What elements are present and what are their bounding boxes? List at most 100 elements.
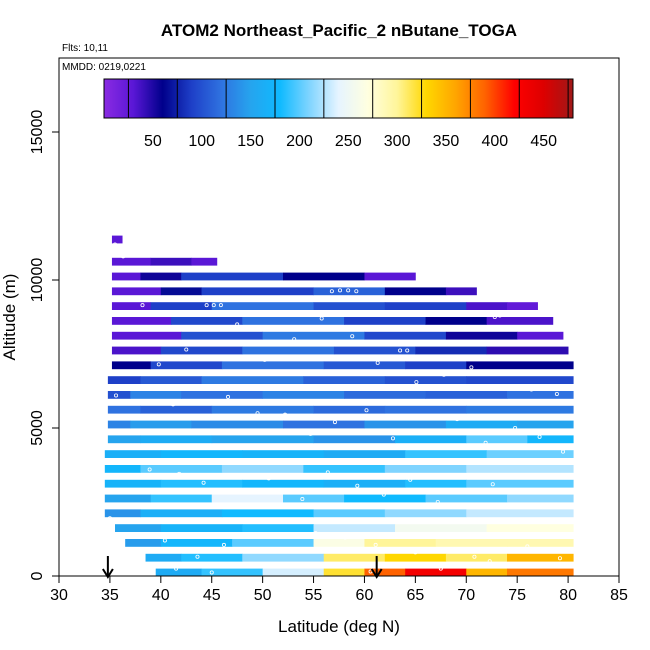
- sample-point: [235, 322, 240, 327]
- heatmap-cell: [111, 331, 182, 340]
- profile-arrow: [102, 556, 114, 579]
- sample-point: [136, 399, 141, 404]
- heatmap-cell: [262, 391, 345, 399]
- sample-points-layer: [106, 242, 566, 575]
- sample-point: [525, 544, 530, 549]
- sample-point: [134, 534, 139, 539]
- heatmap-cell: [262, 331, 365, 340]
- heatmap-cell: [160, 479, 243, 488]
- heatmap-cell: [262, 568, 325, 577]
- colorbar: 50 100 150 200 250 300 350 400 450: [103, 78, 574, 150]
- y-tick-label: 10000: [29, 258, 46, 303]
- sample-point: [354, 289, 359, 294]
- heatmap-cell: [405, 568, 467, 577]
- sample-point: [561, 449, 566, 454]
- heatmap-cell: [160, 287, 202, 296]
- heatmap-cell: [181, 391, 264, 399]
- sample-point: [189, 430, 194, 435]
- sample-point: [438, 566, 443, 571]
- x-tick-label: 45: [203, 587, 221, 604]
- sample-point: [209, 570, 214, 575]
- sample-point: [218, 303, 223, 308]
- heatmap-cell: [323, 361, 406, 370]
- heatmap-cell: [160, 539, 233, 547]
- sample-point: [346, 288, 351, 293]
- sample-point: [435, 499, 440, 504]
- heatmap-cell: [211, 494, 284, 503]
- heatmap-cell: [395, 435, 467, 444]
- heatmap-cell: [242, 450, 325, 458]
- heatmap-cell: [364, 568, 406, 577]
- heatmap-cell: [395, 524, 488, 532]
- sample-point: [177, 471, 182, 476]
- heatmap-cell: [242, 479, 325, 488]
- sample-point: [211, 303, 216, 308]
- heatmap-cell: [125, 539, 162, 547]
- heatmap-cell: [201, 287, 314, 296]
- heatmap-cell: [107, 391, 131, 399]
- sample-point: [557, 556, 562, 561]
- chart-title: ATOM2 Northeast_Pacific_2 nButane_TOGA: [161, 21, 517, 40]
- heatmap-cell: [242, 524, 314, 532]
- sample-point: [140, 303, 145, 308]
- heatmap-cell: [445, 331, 518, 340]
- heatmap-cell: [466, 302, 508, 310]
- sample-point: [364, 408, 369, 413]
- heatmap-cell: [405, 479, 467, 488]
- heatmap-cell: [242, 346, 335, 355]
- heatmap-cell: [466, 435, 528, 444]
- sample-point: [171, 402, 176, 407]
- heatmap-cell: [517, 331, 564, 340]
- heatmap-cell: [221, 361, 325, 370]
- heatmap-cell: [150, 302, 213, 310]
- sample-point: [405, 348, 410, 353]
- colorbar-labels: 50 100 150 200 250 300 350 400 450: [144, 133, 557, 150]
- sample-point: [474, 369, 479, 374]
- heatmap-cell: [115, 524, 162, 532]
- colorbar-tick-label: 250: [335, 133, 362, 150]
- sample-point: [350, 334, 355, 339]
- sample-point: [554, 391, 559, 396]
- sample-point: [408, 477, 413, 482]
- heatmap-cell: [191, 420, 284, 429]
- heatmap-cell: [313, 302, 386, 310]
- heatmap-cell: [415, 346, 488, 355]
- flights-note: Flts: 10,11: [62, 43, 108, 54]
- heatmap-cell: [384, 302, 467, 310]
- heatmap-cell: [466, 405, 574, 414]
- heatmap-cell: [303, 465, 386, 473]
- sample-point: [266, 476, 271, 481]
- sample-point: [147, 467, 152, 472]
- heatmap-cell: [107, 376, 141, 384]
- heatmap-cell: [140, 465, 223, 473]
- colorbar-tick-label: 50: [144, 133, 162, 150]
- heatmap-cell: [486, 346, 569, 355]
- sample-point: [469, 365, 474, 370]
- heatmap-cell: [145, 553, 182, 562]
- colorbar-tick-label: 350: [433, 133, 460, 150]
- arrow-layer: [102, 556, 383, 579]
- sample-point: [308, 431, 313, 436]
- heatmap-cell: [181, 553, 243, 562]
- heatmap-cell: [104, 479, 162, 488]
- heatmap-cell: [111, 235, 123, 244]
- x-axis: 30 35 40 45 50 55 60 65 70 75 80 85: [50, 575, 628, 604]
- heatmap-cell: [111, 317, 172, 325]
- sample-point: [292, 337, 297, 342]
- sample-point: [195, 554, 200, 559]
- heatmap-cell: [181, 272, 284, 281]
- heatmap-cell: [107, 435, 141, 444]
- sample-point: [221, 542, 226, 547]
- heatmap-cell: [486, 450, 574, 458]
- sample-point: [120, 458, 125, 463]
- heatmap-cell: [232, 539, 314, 547]
- sample-point: [497, 313, 502, 318]
- heatmap-cell: [364, 420, 447, 429]
- heatmap-cell: [111, 346, 162, 355]
- heatmap-cell: [303, 376, 386, 384]
- sample-point: [355, 483, 360, 488]
- heatmap-cell: [140, 405, 213, 414]
- heatmap-cell: [160, 450, 243, 458]
- heatmap-cell: [130, 391, 182, 399]
- heatmap-cell: [160, 346, 243, 355]
